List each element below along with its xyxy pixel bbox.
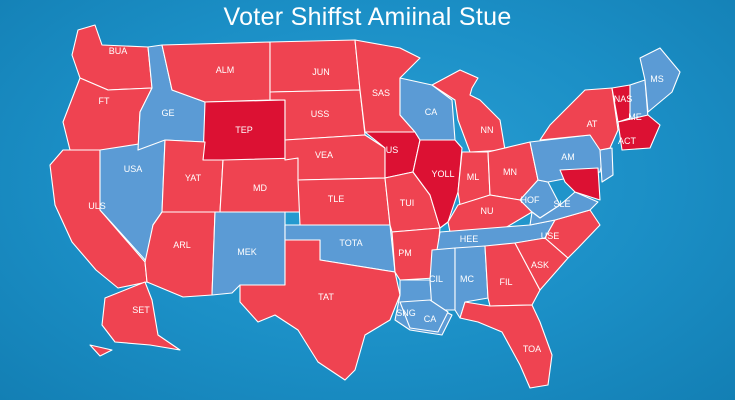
label-wa: BUA [109, 46, 128, 56]
label-in: ML [467, 172, 480, 182]
label-nh: ME [628, 112, 642, 122]
label-la: SNG [396, 308, 416, 318]
label-nm: MEK [237, 247, 257, 257]
label-sd: USS [311, 109, 330, 119]
label-la-coast: CA [424, 314, 437, 324]
state-ny[interactable] [539, 87, 619, 151]
state-nd[interactable] [269, 39, 361, 93]
label-wy: TEP [235, 125, 253, 135]
label-ma: ACT [618, 136, 637, 146]
label-mt: ALM [216, 65, 235, 75]
state-ar[interactable] [391, 227, 441, 281]
label-va: SLE [553, 199, 570, 209]
label-mo: TUI [400, 198, 415, 208]
label-me: MS [650, 74, 664, 84]
label-wv: HOF [521, 195, 541, 205]
label-vt: NAS [614, 94, 633, 104]
label-id: GE [161, 108, 174, 118]
label-tn: HEE [460, 234, 479, 244]
label-wi: CA [425, 107, 438, 117]
label-al: MC [460, 274, 474, 284]
state-tx[interactable] [239, 239, 401, 381]
label-ar: PM [398, 248, 412, 258]
map-title: Voter Shiffst Amiinal Stue [223, 3, 512, 31]
label-nv: USA [124, 164, 143, 174]
label-or: FT [99, 96, 110, 106]
state-ma[interactable] [617, 114, 661, 151]
label-ne: VEA [315, 150, 333, 160]
label-mn: SAS [372, 88, 390, 98]
label-nd: JUN [312, 67, 330, 77]
state-me[interactable] [639, 47, 681, 113]
label-co: MD [253, 183, 267, 193]
label-fl: TOA [523, 344, 541, 354]
label-az: ARL [173, 240, 191, 250]
label-sc: ASK [531, 260, 549, 270]
label-mi: NN [481, 125, 494, 135]
label-ak: SET [132, 305, 150, 315]
state-az[interactable] [144, 211, 216, 298]
label-ut: YAT [185, 173, 202, 183]
state-ak-islands [89, 344, 113, 357]
label-il: YOLL [431, 169, 454, 179]
state-md[interactable] [559, 167, 601, 201]
label-ga: FIL [499, 277, 512, 287]
label-ia: US [386, 145, 399, 155]
state-fl[interactable] [459, 301, 553, 389]
label-ny: AT [587, 119, 598, 129]
state-ak[interactable] [101, 281, 181, 351]
label-ca: ULS [88, 201, 106, 211]
label-tx: TAT [318, 292, 334, 302]
label-ky: NU [481, 206, 494, 216]
label-pa: AM [561, 152, 575, 162]
state-mi[interactable] [431, 69, 506, 153]
state-ne[interactable] [284, 134, 386, 181]
label-ms: CIL [429, 274, 443, 284]
state-va[interactable] [529, 191, 599, 226]
label-oh: MN [503, 167, 517, 177]
label-ks: TLE [328, 194, 345, 204]
label-ok: TOTA [339, 238, 362, 248]
label-nc: USE [541, 231, 560, 241]
state-nj[interactable] [599, 147, 614, 183]
state-la-coast[interactable] [399, 299, 449, 333]
